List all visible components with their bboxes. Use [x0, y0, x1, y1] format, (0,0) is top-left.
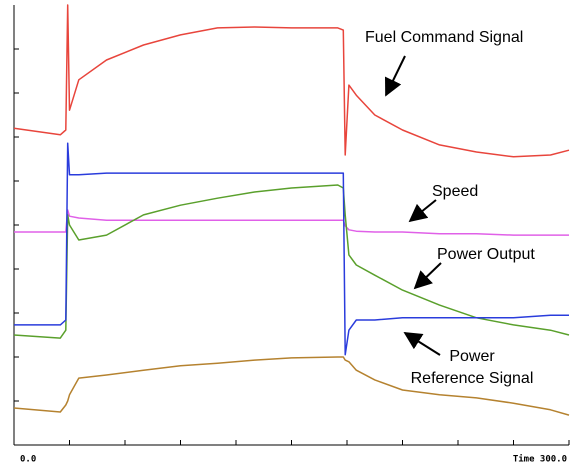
- annotation: Power Output: [437, 246, 535, 263]
- annotation-arrow: [385, 55, 406, 97]
- annotation-arrow: [408, 199, 437, 223]
- signal-line: [13, 4, 570, 158]
- annotation-arrow: [403, 332, 441, 356]
- signal-line: [13, 184, 570, 339]
- annotation: Power: [449, 348, 495, 365]
- annotation: Reference Signal: [411, 370, 534, 387]
- annotation: Fuel Command Signal: [365, 29, 523, 46]
- x-tick-label: Time 300.0: [513, 454, 567, 465]
- signal-line: [14, 209, 569, 236]
- annotation-arrow: [413, 262, 442, 290]
- signal-line: [13, 356, 570, 416]
- signal-line: [14, 142, 569, 356]
- x-tick-label: 0.0: [20, 455, 36, 465]
- annotation: Speed: [432, 183, 478, 200]
